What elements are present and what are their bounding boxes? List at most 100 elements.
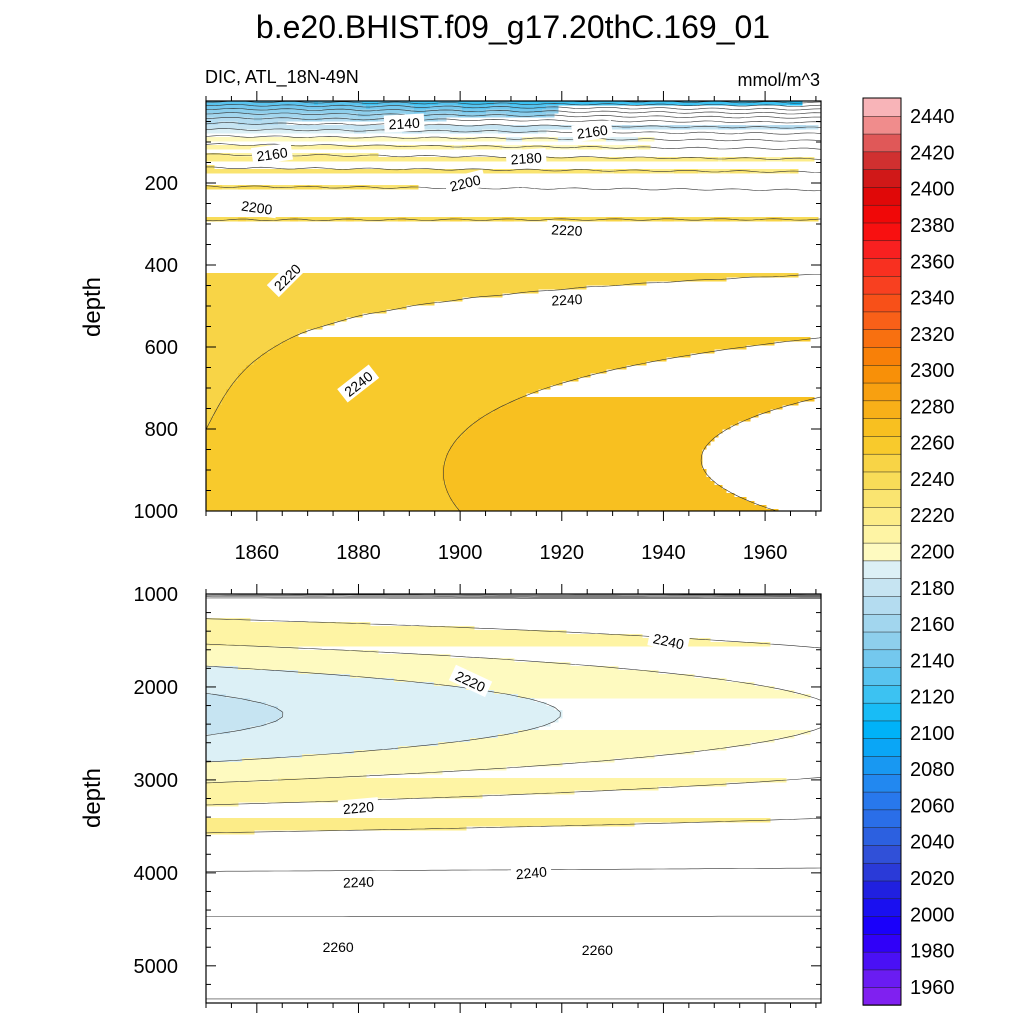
colorbar-box (862, 684, 902, 704)
contour-label-text: 2200 (448, 171, 482, 194)
colorbar-tick-label: 2000 (910, 904, 955, 926)
contour-line-2230 (206, 166, 821, 173)
colorbar-box (862, 311, 902, 330)
contour-label: 2180 (505, 148, 547, 168)
contour-label: 2200 (443, 169, 487, 196)
contour-line-2160 (206, 112, 821, 119)
colorbar-tick-label: 2140 (910, 650, 955, 672)
contour-line-2250 (206, 218, 821, 222)
colorbar-box (862, 506, 902, 526)
colorbar-tick-label: 2100 (910, 723, 955, 745)
contour-label-text: 2240 (551, 291, 583, 309)
contour-label-text: 2240 (515, 864, 548, 883)
colorbar-tick-label: 2380 (910, 215, 955, 237)
colorbar-tick-label: 2180 (910, 578, 955, 600)
y-tick-label: 200 (145, 173, 178, 195)
colorbar-tick-label: 2220 (910, 505, 955, 527)
contour-label: 2240 (647, 628, 690, 654)
colorbar-tick-label: 2260 (910, 433, 955, 455)
y-tick-label: 800 (145, 419, 178, 441)
contour-label: 2160 (571, 120, 614, 143)
colorbar-box (862, 809, 902, 828)
colorbar-box (862, 649, 902, 668)
contour-label-text: 2180 (510, 149, 542, 167)
colorbar-box (862, 755, 902, 775)
colorbar-tick-label: 2020 (910, 868, 955, 890)
upper-y-axis-label: depth (79, 277, 106, 337)
colorbar-box (862, 168, 902, 188)
lower-panel-filled-contours (206, 618, 811, 835)
colorbar-tick-label: 2120 (910, 687, 955, 709)
contour-line-2150 (206, 108, 821, 115)
contour-label-text: 2260 (582, 942, 613, 958)
colorbar-box (862, 560, 902, 579)
colorbar-tick-label: 2280 (910, 396, 955, 418)
contour-line-2140 (206, 104, 821, 111)
contour-line-2210 (206, 643, 821, 784)
colorbar-box (862, 933, 902, 953)
colorbar-box (862, 417, 902, 437)
contour-label: 2200 (235, 195, 278, 219)
colorbar-tick-label: 2240 (910, 469, 955, 491)
colorbar-box (862, 613, 902, 633)
contour-line-2260 (206, 274, 821, 430)
contour-line-2200 (206, 665, 561, 763)
y-tick-label: 600 (145, 337, 178, 359)
contour-label-text: 2140 (388, 115, 420, 133)
contour-line-2270 (443, 337, 821, 511)
colorbar-box (862, 453, 902, 473)
colorbar-box (862, 275, 902, 295)
colorbar-box (862, 489, 902, 508)
colorbar-box (862, 862, 902, 882)
contour-line-2240 (206, 596, 821, 872)
x-tick-label: 1900 (438, 542, 483, 564)
colorbar-box (862, 240, 902, 259)
y-tick-label: 1000 (134, 501, 179, 523)
contour-label-text: 2260 (323, 939, 354, 955)
colorbar: 1960 1980 2000 2020 2040 2060 2080 2100 2120 2140… (862, 97, 955, 1006)
colorbar-tick-label: 2200 (910, 542, 955, 564)
contour-label: 2260 (318, 938, 359, 956)
colorbar-box (862, 435, 902, 455)
colorbar-box (862, 542, 902, 562)
x-tick-label: 1960 (743, 542, 788, 564)
colorbar-box (862, 97, 902, 117)
lower-y-axis-label: depth (79, 768, 106, 828)
colorbar-frame (862, 97, 902, 1006)
contour-label: 2260 (577, 941, 618, 959)
colorbar-box (862, 898, 902, 917)
contour-line-2240 (206, 185, 821, 192)
colorbar-box (862, 382, 902, 402)
contour-label: 2220 (546, 220, 588, 240)
colorbar-tick-label: 2340 (910, 288, 955, 310)
colorbar-box (862, 773, 902, 793)
colorbar-box (862, 151, 902, 170)
y-tick-label: 1000 (134, 584, 179, 606)
colorbar-box (862, 986, 902, 1006)
colorbar-tick-label: 2040 (910, 832, 955, 854)
contour-label-text: 2220 (551, 221, 583, 239)
colorbar-tick-label: 1980 (910, 941, 955, 963)
lower-panel-contour-lines (206, 594, 821, 1000)
colorbar-box (862, 115, 902, 135)
x-tick-label: 1860 (235, 542, 280, 564)
contour-label: 2140 (383, 113, 425, 133)
x-tick-label: 1880 (336, 542, 381, 564)
contour-line-2250 (206, 595, 821, 917)
colorbar-box (862, 702, 902, 722)
colorbar-box (862, 133, 902, 153)
colorbar-box (862, 720, 902, 739)
y-tick-label: 3000 (134, 770, 179, 792)
colorbar-box (862, 257, 902, 277)
colorbar-tick-label: 2080 (910, 759, 955, 781)
colorbar-box (862, 915, 902, 935)
colorbar-tick-label: 2300 (910, 360, 955, 382)
colorbar-box (862, 364, 902, 384)
contour-line-2230 (206, 597, 821, 834)
contour-label-text: 2200 (240, 198, 273, 218)
upper-contour-panel: 2140216021602180220022002220222022402240… (134, 91, 822, 564)
x-tick-label: 1920 (540, 542, 585, 564)
colorbar-box (862, 880, 902, 900)
